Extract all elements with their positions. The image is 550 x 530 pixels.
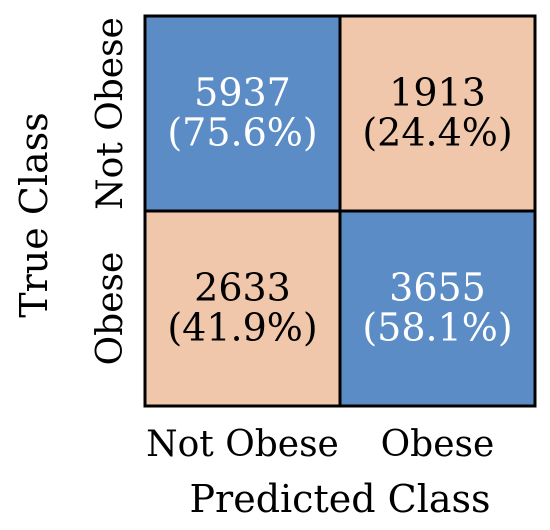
y-tick-label-0: Not Obese bbox=[90, 17, 131, 210]
cell-percent-r0-c0: (75.6%) bbox=[167, 111, 317, 155]
cell-count-r0-c1: 1913 bbox=[389, 71, 486, 115]
cell-percent-r0-c1: (24.4%) bbox=[362, 111, 512, 155]
cell-count-r1-c0: 2633 bbox=[194, 266, 291, 310]
matrix-cell-r0-c1 bbox=[338, 14, 537, 213]
cell-percent-r1-c1: (58.1%) bbox=[362, 306, 512, 350]
tick-labels: Not Obese Obese Not Obese Obese bbox=[90, 17, 494, 465]
matrix-cell-r1-c1 bbox=[338, 209, 537, 408]
cell-count-r0-c0: 5937 bbox=[194, 71, 291, 115]
cell-percent-r1-c0: (41.9%) bbox=[167, 306, 317, 350]
matrix-cell-r1-c0 bbox=[143, 209, 342, 408]
x-axis-title: Predicted Class bbox=[189, 477, 490, 521]
x-tick-label-0: Not Obese bbox=[146, 424, 339, 465]
matrix-frame bbox=[143, 14, 537, 408]
y-axis-title: True Class bbox=[12, 112, 56, 317]
matrix-cells: 5937(75.6%) 1913(24.4%) 2633(41.9%) 3655(58… bbox=[143, 14, 537, 408]
y-tick-label-1: Obese bbox=[90, 252, 131, 366]
matrix-cell-r0-c0 bbox=[143, 14, 342, 213]
x-tick-label-1: Obese bbox=[381, 424, 495, 465]
cell-count-r1-c1: 3655 bbox=[389, 266, 486, 310]
